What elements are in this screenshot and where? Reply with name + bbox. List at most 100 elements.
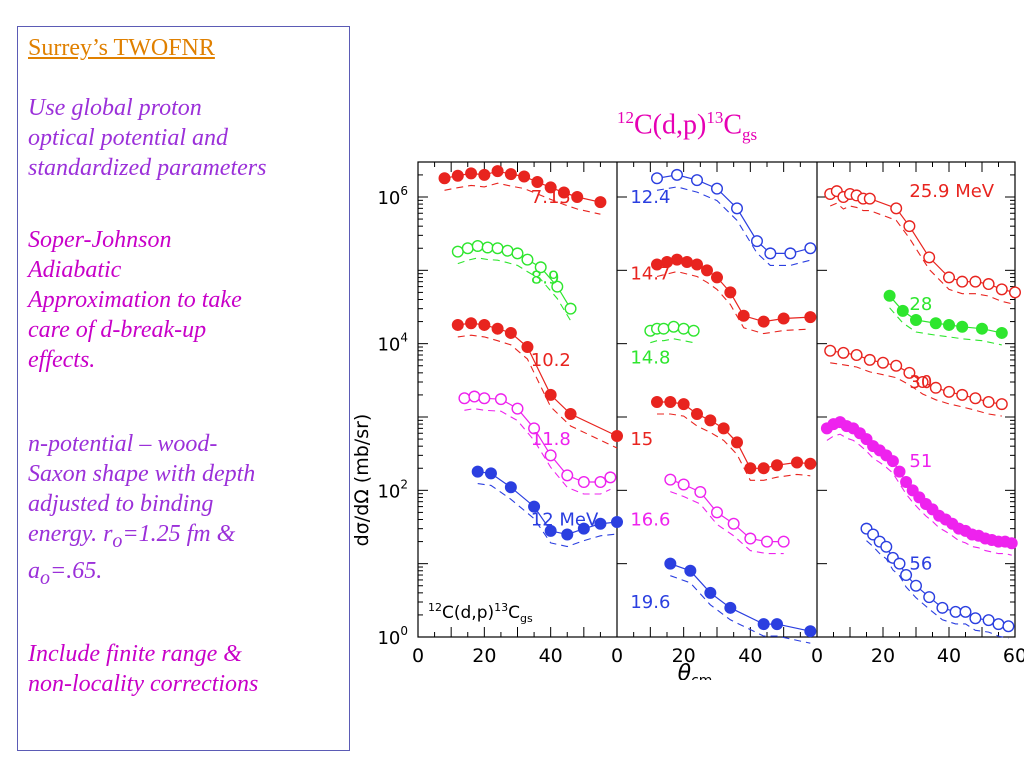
data-point-red bbox=[521, 341, 534, 354]
data-point-blue bbox=[1002, 620, 1015, 633]
text-fragment: energy. r bbox=[28, 521, 113, 547]
theory-curve-dashed-green bbox=[889, 307, 1002, 346]
data-point-red bbox=[916, 376, 929, 389]
data-point-green bbox=[943, 318, 956, 331]
data-point-green bbox=[461, 242, 474, 255]
series-label: 56 bbox=[909, 554, 932, 575]
text-line: non-locality corrections bbox=[28, 671, 259, 697]
data-point-green bbox=[956, 320, 969, 333]
title-mass-number-2: 13 bbox=[706, 108, 724, 127]
data-point-green bbox=[501, 244, 514, 257]
series-label: 14.8 bbox=[630, 347, 670, 368]
data-point-blue bbox=[484, 467, 497, 480]
data-point-blue bbox=[751, 235, 764, 248]
data-point-red bbox=[677, 398, 690, 411]
data-point-blue bbox=[936, 601, 949, 614]
series-label: 30 bbox=[909, 372, 932, 393]
data-point-green bbox=[910, 314, 923, 327]
theory-curve-dashed-red bbox=[457, 334, 618, 449]
data-point-red bbox=[757, 462, 770, 475]
data-point-blue bbox=[923, 591, 936, 604]
data-point-magenta bbox=[577, 475, 590, 488]
text-line: Include finite range & bbox=[28, 641, 242, 667]
data-point-magenta bbox=[893, 465, 906, 478]
series-label: 16.6 bbox=[630, 510, 670, 531]
data-point-red bbox=[890, 202, 903, 215]
series-label: 19.6 bbox=[630, 592, 670, 613]
data-point-blue bbox=[711, 182, 724, 195]
data-point-magenta bbox=[544, 449, 557, 462]
data-point-green bbox=[883, 289, 896, 302]
data-point-red bbox=[737, 309, 750, 322]
data-point-red bbox=[956, 275, 969, 288]
y-tick-base: 10 bbox=[377, 188, 400, 209]
x-axis-theta: θ bbox=[678, 661, 692, 680]
data-point-magenta bbox=[777, 535, 790, 548]
theory-curve-dashed-magenta bbox=[670, 491, 784, 555]
data-point-red bbox=[890, 359, 903, 372]
text-line: Use global proton bbox=[28, 95, 202, 121]
data-point-red bbox=[923, 251, 936, 264]
data-point-red bbox=[903, 366, 916, 379]
data-point-green bbox=[521, 253, 534, 266]
data-point-red bbox=[982, 396, 995, 409]
theory-curve-red bbox=[657, 401, 811, 469]
data-point-magenta bbox=[468, 390, 481, 403]
annotation-sup2: 13 bbox=[494, 601, 508, 614]
data-point-magenta bbox=[494, 393, 507, 406]
data-point-blue bbox=[910, 579, 923, 592]
data-point-blue bbox=[880, 540, 893, 553]
data-point-red bbox=[995, 398, 1008, 411]
data-point-magenta bbox=[511, 402, 524, 415]
data-point-magenta bbox=[561, 469, 574, 482]
data-point-magenta bbox=[886, 455, 899, 468]
theory-curve-dashed-red bbox=[829, 202, 1016, 305]
data-point-red bbox=[731, 436, 744, 449]
data-point-red bbox=[982, 278, 995, 291]
data-point-blue bbox=[528, 500, 541, 513]
y-tick-exp: 2 bbox=[400, 477, 408, 491]
text-line: ao=.65. bbox=[28, 556, 348, 593]
data-point-red bbox=[557, 186, 570, 199]
data-point-red bbox=[863, 353, 876, 366]
data-point-red bbox=[863, 192, 876, 205]
series-label: 15 bbox=[630, 429, 653, 450]
data-point-red bbox=[491, 165, 504, 178]
twofnr-link[interactable]: Surrey’s TWOFNR bbox=[28, 35, 215, 61]
data-point-red bbox=[491, 322, 504, 335]
x-tick-label: 20 bbox=[871, 645, 895, 667]
data-point-blue bbox=[561, 528, 574, 541]
data-point-blue bbox=[504, 481, 517, 494]
text-line: care of d-break-up bbox=[28, 317, 207, 343]
data-point-red bbox=[664, 396, 677, 409]
data-point-blue bbox=[544, 524, 557, 537]
x-tick-label: 60 bbox=[1003, 645, 1024, 667]
data-point-magenta bbox=[1005, 537, 1018, 550]
data-point-red bbox=[1009, 286, 1022, 299]
data-point-red bbox=[651, 396, 664, 409]
data-point-green bbox=[995, 326, 1008, 339]
data-point-blue bbox=[804, 625, 817, 638]
data-point-green bbox=[667, 320, 680, 333]
text-fragment: a bbox=[28, 557, 40, 584]
data-point-blue bbox=[594, 517, 607, 530]
data-point-green bbox=[687, 324, 700, 337]
data-point-blue bbox=[959, 605, 972, 618]
data-point-red bbox=[504, 326, 517, 339]
data-point-blue bbox=[992, 618, 1005, 631]
data-point-blue bbox=[982, 614, 995, 627]
y-axis-label: dσ/dΩ (mb/sr) bbox=[351, 414, 373, 547]
paragraph-adiabatic: Soper-Johnson Adiabatic Approximation to… bbox=[28, 225, 348, 375]
theory-curve-red bbox=[829, 190, 1016, 293]
y-tick-base: 10 bbox=[377, 481, 400, 502]
data-point-red bbox=[995, 283, 1008, 296]
data-point-red bbox=[478, 168, 491, 181]
data-point-red bbox=[451, 169, 464, 182]
data-point-red bbox=[594, 196, 607, 209]
text-line: Soper-Johnson bbox=[28, 227, 172, 253]
annotation-mid: C(d,p) bbox=[442, 603, 494, 623]
data-point-red bbox=[943, 271, 956, 284]
title-nucleus: C bbox=[723, 109, 743, 141]
data-point-green bbox=[534, 261, 547, 274]
